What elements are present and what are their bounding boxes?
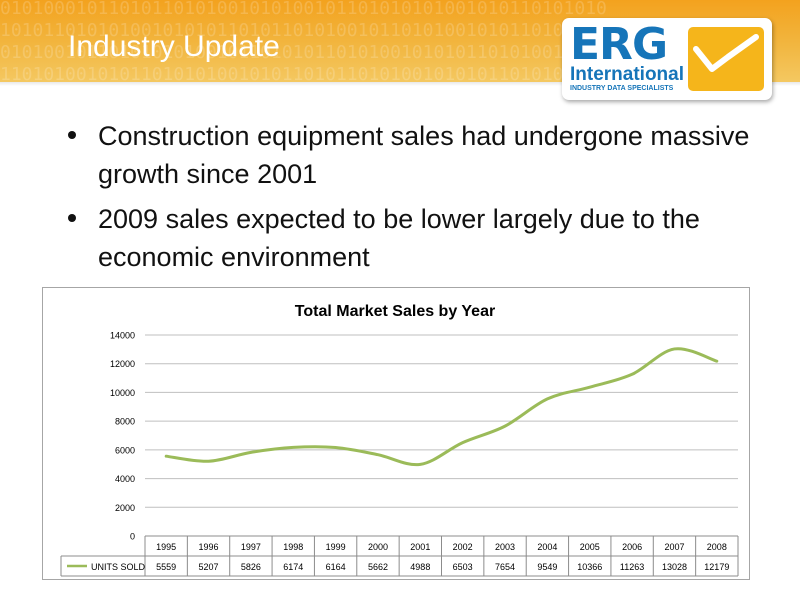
x-tick-label: 2007 [664,542,684,552]
x-tick-label: 2008 [707,542,727,552]
x-tick-label: 1996 [199,542,219,552]
x-tick-label: 2005 [580,542,600,552]
checkmark-envelope-icon [688,27,764,91]
x-tick-label: 2001 [410,542,430,552]
y-tick-label: 14000 [110,331,135,341]
bullet-item: 2009 sales expected to be lower largely … [66,200,766,276]
y-tick-label: 0 [130,532,135,542]
logo-subtitle: International [570,64,685,85]
data-label: 6164 [326,562,346,572]
data-label: 10366 [577,562,602,572]
data-label: 5559 [156,562,176,572]
chart-title: Total Market Sales by Year [295,303,495,320]
y-tick-label: 12000 [110,359,135,369]
bullet-dot [68,131,76,139]
chart-container: Total Market Sales by Year 0 2000 4000 6000… [42,287,750,580]
data-label: 5826 [241,562,261,572]
bullet-text: Construction equipment sales had undergo… [98,121,750,189]
slide-title: Industry Update [68,30,280,63]
y-tick-label: 4000 [115,474,135,484]
data-label: 5662 [368,562,388,572]
bullet-dot [68,214,76,222]
banner-divider [0,82,800,86]
data-label: 6503 [453,562,473,572]
legend-entry: UNITS SOLD [91,562,146,572]
series-line-units-sold [164,347,719,467]
bullet-list: Construction equipment sales had undergo… [66,117,766,283]
y-tick-label: 10000 [110,388,135,398]
x-tick-label: 1999 [326,542,346,552]
x-tick-label: 1997 [241,542,261,552]
sales-line-chart: Total Market Sales by Year 0 2000 4000 6000… [60,303,739,577]
erg-logo: ERG International INDUSTRY DATA SPECIALI… [562,18,772,100]
data-label: 7654 [495,562,515,572]
y-tick-label: 2000 [115,503,135,513]
data-label: 12179 [704,562,729,572]
logo-tagline: INDUSTRY DATA SPECIALISTS [570,85,674,92]
x-tick-label: 2000 [368,542,388,552]
x-tick-label: 2002 [453,542,473,552]
data-label: 4988 [410,562,430,572]
y-tick-label: 6000 [115,445,135,455]
binary-background-pattern: 0101000101101011010100101010010110101010… [0,0,629,82]
logo-name: ERG [570,19,668,70]
x-tick-label: 2004 [537,542,557,552]
x-tick-label: 2003 [495,542,515,552]
data-label: 5207 [199,562,219,572]
data-label: 9549 [537,562,557,572]
data-label: 6174 [283,562,303,572]
data-label: 13028 [662,562,687,572]
y-tick-label: 8000 [115,417,135,427]
bullet-text: 2009 sales expected to be lower largely … [98,204,700,272]
x-tick-label: 2006 [622,542,642,552]
bullet-item: Construction equipment sales had undergo… [66,117,766,193]
x-tick-label: 1995 [156,542,176,552]
data-label: 11263 [620,562,644,572]
x-tick-label: 1998 [283,542,303,552]
